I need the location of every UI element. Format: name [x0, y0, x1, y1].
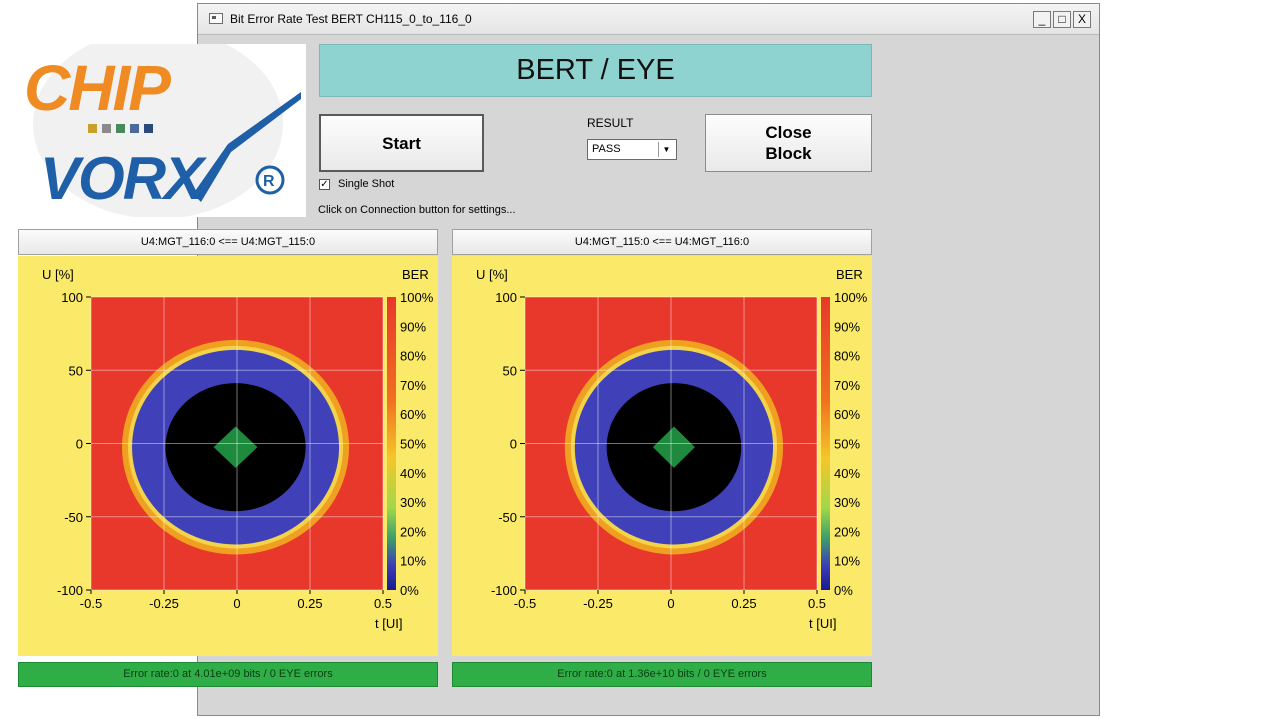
colorbar-tick-label: 30% — [400, 495, 426, 510]
colorbar-title: BER — [836, 267, 863, 282]
svg-text:VORX: VORX — [40, 145, 208, 212]
colorbar-tick-label: 10% — [400, 554, 426, 569]
colorbar-title: BER — [402, 267, 429, 282]
x-tick-label: 0 — [233, 596, 240, 611]
colorbar-tick-label: 100% — [400, 290, 434, 305]
eye-center-marker — [213, 426, 258, 468]
colorbar-tick-label: 80% — [400, 349, 426, 364]
y-tick-label: 50 — [503, 363, 517, 378]
eye-diagram-svg: 100 50 0 -50 -100-0.5 -0.25 0 0.25 0.5 U [%] t [UI… — [476, 267, 868, 631]
result-label: RESULT — [587, 116, 634, 130]
colorbar-tick-label: 0% — [834, 583, 853, 598]
colorbar-tick-label: 20% — [400, 524, 426, 539]
eye-panel-right: U4:MGT_115:0 <== U4:MGT_116:0 100 50 0 -50 -… — [452, 229, 872, 689]
x-axis-title: t [UI] — [375, 616, 402, 631]
colorbar-tick-label: 70% — [834, 378, 860, 393]
single-shot-checkbox[interactable]: ✓ — [319, 179, 330, 190]
colorbar-tick-label: 100% — [834, 290, 868, 305]
colorbar-tick-label: 60% — [400, 407, 426, 422]
svg-text:CHIP: CHIP — [24, 52, 171, 124]
y-tick-label: 0 — [76, 437, 83, 452]
colorbar-tick-label: 0% — [400, 583, 419, 598]
ber-colorbar — [821, 297, 830, 590]
y-tick-label: 0 — [510, 437, 517, 452]
y-tick-label: 50 — [69, 363, 83, 378]
connection-hint: Click on Connection button for settings.… — [318, 204, 516, 216]
error-rate-status: Error rate:0 at 1.36e+10 bits / 0 EYE er… — [452, 662, 872, 687]
minimize-button[interactable]: _ — [1033, 11, 1051, 28]
x-tick-label: -0.5 — [514, 596, 536, 611]
colorbar-tick-label: 30% — [834, 495, 860, 510]
x-tick-label: 0.5 — [374, 596, 392, 611]
colorbar-tick-label: 70% — [400, 378, 426, 393]
y-tick-label: -100 — [57, 583, 83, 598]
colorbar-tick-label: 90% — [400, 319, 426, 334]
result-dropdown[interactable]: PASS ▼ — [587, 139, 677, 160]
eye-panel-left: U4:MGT_116:0 <== U4:MGT_115:0 100 50 0 -50 -… — [18, 229, 438, 689]
colorbar-tick-label: 40% — [400, 466, 426, 481]
y-tick-label: 100 — [495, 290, 517, 305]
svg-text:R: R — [263, 173, 275, 190]
x-tick-label: -0.25 — [149, 596, 179, 611]
bert-eye-banner: BERT / EYE — [319, 44, 872, 97]
x-axis-title: t [UI] — [809, 616, 836, 631]
y-tick-label: -100 — [491, 583, 517, 598]
maximize-button[interactable]: □ — [1053, 11, 1071, 28]
close-block-button[interactable]: Close Block — [705, 114, 872, 172]
x-tick-label: 0.25 — [297, 596, 322, 611]
eye-panel-header[interactable]: U4:MGT_115:0 <== U4:MGT_116:0 — [452, 229, 872, 255]
window-controls: _ □ X — [1033, 11, 1091, 28]
colorbar-tick-label: 50% — [834, 437, 860, 452]
colorbar-tick-label: 60% — [834, 407, 860, 422]
chipvorx-logo: CHIP VORX R — [18, 44, 306, 217]
colorbar-tick-label: 90% — [834, 319, 860, 334]
colorbar-tick-label: 80% — [834, 349, 860, 364]
x-tick-label: 0 — [667, 596, 674, 611]
eye-diagram-plot: 100 50 0 -50 -100 -0.5 -0.25 0 0.25 0.5 U [%] t [UI… — [18, 256, 438, 656]
single-shot-label: Single Shot — [338, 178, 395, 190]
title-bar: Bit Error Rate Test BERT CH115_0_to_116_… — [198, 4, 1099, 35]
eye-diagram-svg: 100 50 0 -50 -100-0.5 -0.25 0 0.25 0.5 U [%] t [UI… — [42, 267, 434, 631]
eye-panel-header[interactable]: U4:MGT_116:0 <== U4:MGT_115:0 — [18, 229, 438, 255]
window-title: Bit Error Rate Test BERT CH115_0_to_116_… — [230, 12, 472, 26]
y-axis-title: U [%] — [42, 267, 74, 282]
x-tick-label: 0.5 — [808, 596, 826, 611]
close-block-label-line2: Block — [765, 144, 812, 163]
dropdown-arrow-icon[interactable]: ▼ — [658, 142, 674, 157]
y-axis-title: U [%] — [476, 267, 508, 282]
close-block-label-line1: Close — [765, 123, 812, 142]
result-value: PASS — [592, 143, 621, 155]
colorbar-tick-label: 50% — [400, 437, 426, 452]
x-tick-label: -0.5 — [80, 596, 102, 611]
ber-colorbar — [387, 297, 396, 590]
x-tick-label: 0.25 — [731, 596, 756, 611]
colorbar-tick-label: 10% — [834, 554, 860, 569]
y-tick-label: -50 — [498, 510, 517, 525]
eye-diagram-plot: 100 50 0 -50 -100 -0.5 -0.25 0 0.25 0.5 U [%] t [UI… — [452, 256, 872, 656]
y-tick-label: 100 — [61, 290, 83, 305]
colorbar-tick-label: 20% — [834, 524, 860, 539]
error-rate-status: Error rate:0 at 4.01e+09 bits / 0 EYE er… — [18, 662, 438, 687]
x-tick-label: -0.25 — [583, 596, 613, 611]
close-window-button[interactable]: X — [1073, 11, 1091, 28]
start-button[interactable]: Start — [319, 114, 484, 172]
colorbar-tick-label: 40% — [834, 466, 860, 481]
y-tick-label: -50 — [64, 510, 83, 525]
app-icon — [209, 13, 223, 24]
